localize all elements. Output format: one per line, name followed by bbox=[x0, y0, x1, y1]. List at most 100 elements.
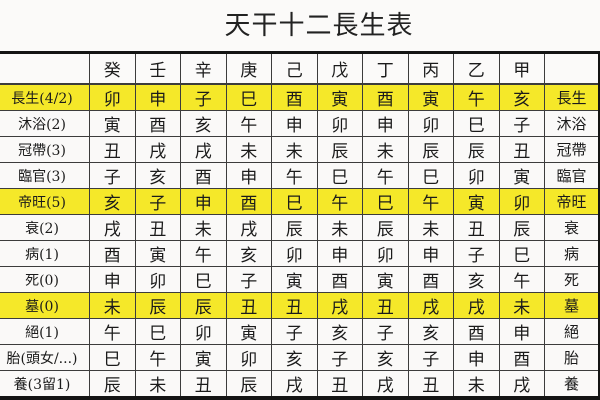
stem-header-4: 己 bbox=[271, 52, 318, 85]
table-row-6: 病(1) 酉寅午亥卯申卯申子巳病 bbox=[0, 240, 600, 267]
branch-cell: 子 bbox=[498, 110, 545, 137]
stage-label: 長生(4/2) bbox=[0, 83, 90, 111]
branch-cell: 卯 bbox=[316, 110, 363, 137]
branch-cell: 申 bbox=[407, 240, 454, 267]
branch-cell: 亥 bbox=[89, 188, 136, 215]
stage-label: 沐浴(2) bbox=[0, 110, 90, 137]
branch-cell: 戌 bbox=[453, 292, 500, 319]
branch-cell: 子 bbox=[225, 266, 272, 293]
table-row-7: 死(0) 申卯巳子寅酉寅酉亥午死 bbox=[0, 266, 600, 293]
branch-cell: 寅 bbox=[498, 162, 545, 189]
branch-cell: 丑 bbox=[498, 136, 545, 163]
stage-label: 臨官(3) bbox=[0, 162, 90, 189]
branch-cell: 巳 bbox=[225, 83, 272, 111]
stage-label: 墓(0) bbox=[0, 292, 90, 319]
branch-cell: 酉 bbox=[134, 110, 181, 137]
branch-cell: 戌 bbox=[316, 292, 363, 319]
longevity-table: 癸壬辛庚己戊丁丙乙甲 長生(4/2) 卯申子巳酉寅酉寅午亥長生 沐浴(2) 寅酉亥午申… bbox=[0, 51, 600, 400]
branch-cell: 辰 bbox=[89, 370, 136, 399]
branch-cell: 申 bbox=[316, 240, 363, 267]
stage-label: 帝旺(5) bbox=[0, 188, 90, 215]
stage-label: 冠帶(3) bbox=[0, 136, 90, 163]
branch-cell: 辰 bbox=[180, 292, 227, 319]
stage-label-right: 養 bbox=[544, 370, 600, 399]
branch-cell: 子 bbox=[89, 162, 136, 189]
table-row-4: 帝旺(5) 亥子申酉巳午巳午寅卯帝旺 bbox=[0, 188, 600, 215]
stage-label-right: 長生 bbox=[544, 83, 600, 111]
branch-cell: 酉 bbox=[271, 83, 318, 111]
branch-cell: 亥 bbox=[498, 83, 545, 111]
branch-cell: 戌 bbox=[180, 136, 227, 163]
stage-label-right: 沐浴 bbox=[544, 110, 600, 137]
branch-cell: 酉 bbox=[180, 162, 227, 189]
corner-cell-right bbox=[544, 52, 600, 85]
branch-cell: 子 bbox=[316, 344, 363, 371]
branch-cell: 未 bbox=[180, 214, 227, 241]
branch-cell: 未 bbox=[316, 214, 363, 241]
branch-cell: 寅 bbox=[407, 83, 454, 111]
stem-header-0: 癸 bbox=[89, 52, 136, 85]
stage-label: 養(3留1) bbox=[0, 370, 90, 399]
branch-cell: 辰 bbox=[316, 136, 363, 163]
branch-cell: 未 bbox=[362, 136, 409, 163]
stage-label-right: 胎 bbox=[544, 344, 600, 371]
branch-cell: 亥 bbox=[134, 162, 181, 189]
table-row-8: 墓(0) 未辰辰丑丑戌丑戌戌未墓 bbox=[0, 292, 600, 319]
branch-cell: 子 bbox=[407, 344, 454, 371]
branch-cell: 丑 bbox=[362, 292, 409, 319]
branch-cell: 亥 bbox=[225, 240, 272, 267]
branch-cell: 未 bbox=[89, 292, 136, 319]
branch-cell: 亥 bbox=[453, 266, 500, 293]
branch-cell: 巳 bbox=[134, 318, 181, 345]
branch-cell: 丑 bbox=[316, 370, 363, 399]
branch-cell: 午 bbox=[134, 344, 181, 371]
stem-header-2: 辛 bbox=[180, 52, 227, 85]
branch-cell: 寅 bbox=[180, 344, 227, 371]
branch-cell: 寅 bbox=[225, 318, 272, 345]
branch-cell: 酉 bbox=[225, 188, 272, 215]
branch-cell: 子 bbox=[271, 318, 318, 345]
stage-label-right: 絕 bbox=[544, 318, 600, 345]
branch-cell: 寅 bbox=[316, 83, 363, 111]
stage-label-right: 臨官 bbox=[544, 162, 600, 189]
branch-cell: 卯 bbox=[225, 344, 272, 371]
stage-label: 衰(2) bbox=[0, 214, 90, 241]
branch-cell: 酉 bbox=[407, 266, 454, 293]
branch-cell: 辰 bbox=[498, 214, 545, 241]
table-row-11: 養(3留1) 辰未丑辰戌丑戌丑未戌養 bbox=[0, 370, 600, 399]
branch-cell: 丑 bbox=[407, 370, 454, 399]
branch-cell: 酉 bbox=[89, 240, 136, 267]
stem-header-row: 癸壬辛庚己戊丁丙乙甲 bbox=[0, 52, 600, 85]
branch-cell: 卯 bbox=[453, 162, 500, 189]
branch-cell: 巳 bbox=[453, 110, 500, 137]
stem-header-6: 丁 bbox=[362, 52, 409, 85]
branch-cell: 丑 bbox=[271, 292, 318, 319]
branch-cell: 卯 bbox=[89, 83, 136, 111]
branch-cell: 申 bbox=[225, 162, 272, 189]
branch-cell: 寅 bbox=[271, 266, 318, 293]
table-row-3: 臨官(3) 子亥酉申午巳午巳卯寅臨官 bbox=[0, 162, 600, 189]
branch-cell: 巳 bbox=[316, 162, 363, 189]
stage-label-right: 墓 bbox=[544, 292, 600, 319]
branch-cell: 午 bbox=[498, 266, 545, 293]
branch-cell: 酉 bbox=[316, 266, 363, 293]
branch-cell: 巳 bbox=[362, 188, 409, 215]
stage-label: 絕(1) bbox=[0, 318, 90, 345]
branch-cell: 申 bbox=[498, 318, 545, 345]
branch-cell: 申 bbox=[89, 266, 136, 293]
stem-header-9: 甲 bbox=[498, 52, 545, 85]
stem-header-3: 庚 bbox=[225, 52, 272, 85]
stage-label-right: 衰 bbox=[544, 214, 600, 241]
branch-cell: 戌 bbox=[362, 370, 409, 399]
stage-label: 病(1) bbox=[0, 240, 90, 267]
branch-cell: 未 bbox=[498, 292, 545, 319]
branch-cell: 亥 bbox=[180, 110, 227, 137]
branch-cell: 辰 bbox=[407, 136, 454, 163]
stem-header-7: 丙 bbox=[407, 52, 454, 85]
stage-label-right: 病 bbox=[544, 240, 600, 267]
branch-cell: 午 bbox=[362, 162, 409, 189]
branch-cell: 戌 bbox=[271, 370, 318, 399]
branch-cell: 丑 bbox=[180, 370, 227, 399]
corner-cell-left bbox=[0, 52, 90, 85]
